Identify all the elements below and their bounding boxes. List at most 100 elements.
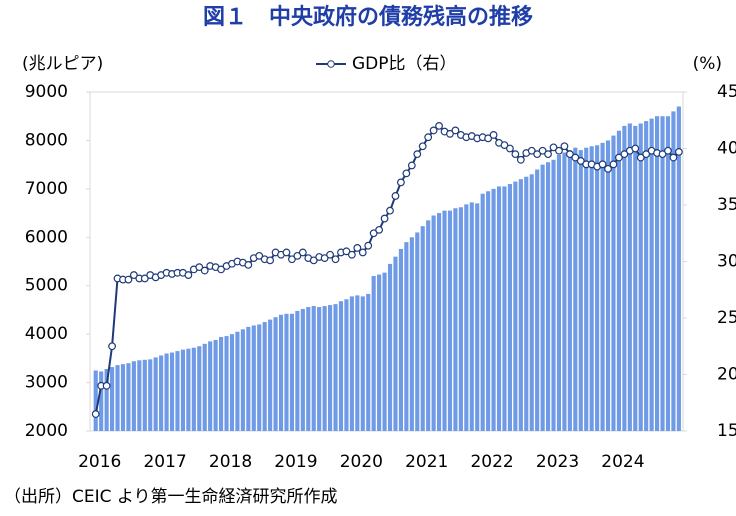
x-tick-label: 2019 bbox=[274, 452, 317, 472]
line-marker bbox=[91, 410, 100, 418]
y-axis-label: (兆ルピア) bbox=[22, 54, 103, 74]
x-tick-label: 2020 bbox=[340, 452, 383, 472]
bar bbox=[322, 306, 327, 431]
line-marker bbox=[631, 144, 640, 153]
bar bbox=[524, 176, 529, 431]
bar bbox=[93, 370, 98, 431]
y-tick-label: 5000 bbox=[25, 276, 68, 296]
bar bbox=[644, 121, 649, 432]
bar bbox=[513, 181, 518, 431]
bar bbox=[197, 346, 202, 431]
line-marker bbox=[598, 160, 607, 169]
source: （出所）CEIC より第一生命経済研究所作成 bbox=[4, 487, 338, 507]
line-marker bbox=[293, 251, 302, 260]
bar bbox=[115, 365, 120, 431]
bar bbox=[562, 152, 567, 432]
y-tick-label: 7000 bbox=[25, 179, 68, 199]
line-marker bbox=[195, 263, 204, 272]
bar bbox=[633, 125, 638, 432]
bar bbox=[148, 359, 153, 431]
bar bbox=[126, 363, 131, 431]
bar bbox=[464, 204, 469, 431]
bar bbox=[540, 164, 545, 431]
line-marker bbox=[331, 255, 340, 264]
bar bbox=[224, 336, 229, 431]
line-marker bbox=[516, 155, 525, 164]
bar bbox=[153, 357, 158, 431]
bar bbox=[551, 159, 556, 432]
bar bbox=[404, 242, 409, 431]
line-marker bbox=[298, 248, 307, 257]
line-marker bbox=[102, 381, 111, 390]
line-marker bbox=[266, 256, 275, 265]
x-tick-label: 2023 bbox=[536, 452, 579, 472]
bar bbox=[240, 329, 245, 431]
bar bbox=[649, 118, 654, 431]
y2-axis-label: (%) bbox=[693, 54, 722, 74]
bar bbox=[273, 317, 278, 431]
bar bbox=[420, 226, 425, 431]
y2-tick-label: 30 bbox=[717, 252, 736, 272]
bar bbox=[518, 179, 523, 431]
y2-tick-label: 35 bbox=[717, 195, 736, 215]
bar bbox=[671, 111, 676, 431]
line-marker bbox=[435, 121, 443, 130]
bar bbox=[278, 314, 284, 431]
bar bbox=[360, 296, 365, 431]
line-marker bbox=[320, 254, 329, 263]
line-marker bbox=[358, 248, 367, 257]
bar bbox=[159, 355, 164, 431]
line-marker bbox=[309, 256, 318, 265]
bar bbox=[262, 322, 267, 431]
y-tick-label: 4000 bbox=[25, 324, 68, 344]
bar bbox=[409, 237, 414, 431]
bar bbox=[535, 169, 540, 431]
line-marker bbox=[538, 146, 547, 155]
bar bbox=[496, 186, 502, 431]
line-marker bbox=[364, 241, 373, 250]
bar bbox=[475, 203, 480, 431]
bar bbox=[622, 125, 627, 432]
x-tick-label: 2017 bbox=[143, 452, 186, 472]
y-tick-label: 9000 bbox=[25, 82, 68, 102]
line-marker bbox=[555, 146, 563, 155]
bar bbox=[469, 202, 474, 431]
line-marker bbox=[484, 134, 493, 143]
bar bbox=[616, 130, 621, 431]
legend-marker bbox=[327, 60, 335, 68]
line-marker bbox=[620, 150, 629, 159]
line-marker bbox=[664, 146, 672, 155]
bar bbox=[208, 341, 213, 431]
line-marker bbox=[288, 255, 296, 264]
bar bbox=[676, 106, 681, 432]
bar bbox=[110, 367, 115, 431]
line-marker bbox=[604, 164, 612, 173]
bar bbox=[328, 305, 333, 431]
bar bbox=[655, 116, 660, 431]
bar bbox=[251, 325, 256, 431]
line-marker bbox=[565, 150, 574, 159]
bar bbox=[120, 364, 126, 431]
line-marker bbox=[511, 150, 520, 159]
line-marker bbox=[342, 247, 351, 256]
bar bbox=[104, 369, 109, 431]
line-marker bbox=[347, 250, 356, 259]
line-marker bbox=[609, 160, 618, 169]
bar bbox=[219, 337, 224, 431]
bar bbox=[191, 347, 196, 431]
line-marker bbox=[402, 169, 411, 178]
line-marker bbox=[217, 265, 225, 274]
bar bbox=[344, 299, 349, 431]
bar bbox=[595, 145, 600, 431]
bar bbox=[507, 184, 512, 431]
line-marker bbox=[636, 153, 645, 162]
line-marker bbox=[282, 248, 291, 257]
bar bbox=[317, 307, 322, 431]
line-marker bbox=[413, 150, 422, 159]
line-marker bbox=[658, 150, 667, 159]
line-marker bbox=[560, 142, 569, 151]
bar bbox=[235, 331, 240, 431]
line-marker bbox=[451, 126, 460, 135]
bar bbox=[387, 263, 393, 431]
